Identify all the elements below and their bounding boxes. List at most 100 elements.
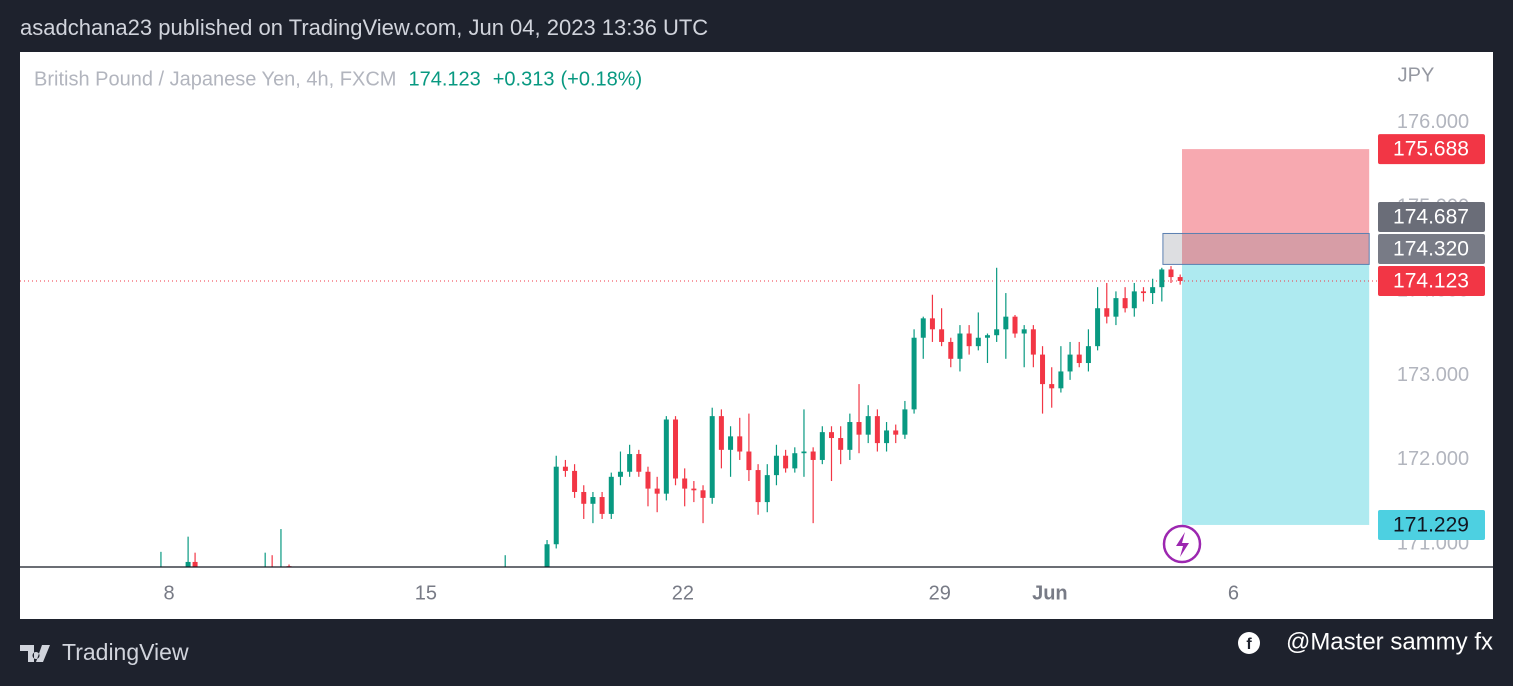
candle-body bbox=[737, 436, 743, 452]
candle-body bbox=[645, 471, 651, 489]
candle-body bbox=[590, 497, 596, 504]
tradingview-logo bbox=[20, 645, 50, 662]
x-tick-label: 15 bbox=[415, 582, 437, 604]
legend-text: +0.313 bbox=[493, 68, 555, 90]
candle-body bbox=[929, 318, 935, 330]
facebook-icon bbox=[1238, 632, 1260, 654]
candle-body bbox=[865, 416, 871, 435]
candle-body bbox=[544, 544, 550, 567]
candle-body bbox=[663, 419, 669, 494]
candle-body bbox=[1040, 354, 1046, 385]
candle-body bbox=[553, 466, 559, 545]
candle-body bbox=[1131, 291, 1137, 309]
legend-text: (+0.18%) bbox=[560, 68, 642, 90]
candle-body bbox=[884, 430, 890, 444]
candle-body bbox=[828, 432, 834, 439]
candle-body bbox=[1122, 298, 1128, 309]
candle-body bbox=[764, 475, 770, 503]
candle-body bbox=[994, 329, 1000, 336]
candle-body bbox=[1058, 371, 1064, 389]
currency-label: JPY bbox=[1398, 64, 1435, 86]
footer-brand: TradingView bbox=[62, 639, 189, 665]
candle-body bbox=[838, 438, 844, 450]
price-label-bg bbox=[1378, 134, 1485, 165]
facebook-f: f bbox=[1246, 636, 1252, 653]
entry-box bbox=[1162, 232, 1370, 265]
candle-body bbox=[1021, 329, 1027, 334]
candle-body bbox=[1104, 308, 1110, 317]
candle-body bbox=[1168, 269, 1174, 278]
candle-body bbox=[654, 488, 660, 494]
x-tick-label: 8 bbox=[163, 582, 174, 604]
candle-body bbox=[755, 470, 761, 503]
y-tick-label: 173.000 bbox=[1397, 364, 1469, 386]
price-label-bg bbox=[1378, 234, 1485, 265]
candle-body bbox=[1076, 354, 1082, 364]
event-bolt bbox=[1176, 532, 1190, 557]
price-label-bg bbox=[1378, 509, 1485, 540]
candle-body bbox=[636, 454, 642, 472]
publish-header: asadchana23 published on TradingView.com… bbox=[20, 15, 708, 40]
candle-body bbox=[975, 337, 981, 347]
candle-body bbox=[984, 335, 990, 338]
candle-body bbox=[746, 451, 752, 471]
candle-body bbox=[893, 430, 899, 435]
candle-body bbox=[783, 455, 789, 469]
candle-body bbox=[1012, 316, 1018, 334]
target-zone bbox=[1182, 264, 1370, 525]
candle-body bbox=[1140, 291, 1146, 294]
candle-body bbox=[617, 471, 623, 477]
candle-body bbox=[682, 478, 688, 489]
candle-body bbox=[957, 333, 963, 359]
logo-mark bbox=[20, 645, 50, 662]
candle-body bbox=[911, 337, 917, 410]
candle-body bbox=[966, 333, 972, 347]
candle-body bbox=[902, 409, 908, 435]
candle-body bbox=[709, 416, 715, 498]
candle-body bbox=[728, 436, 734, 450]
legend-text: 174.123 bbox=[408, 68, 480, 90]
price-label: 174.123 bbox=[1393, 270, 1469, 293]
candle-body bbox=[819, 432, 825, 460]
candle-body bbox=[608, 476, 614, 514]
candle-body bbox=[1067, 354, 1073, 372]
candle-body bbox=[718, 416, 724, 450]
chart-layer: British Pound / Japanese Yen, 4h, FXCM 17… bbox=[20, 68, 1485, 604]
stop-zone bbox=[1182, 149, 1370, 265]
candle-body bbox=[1085, 346, 1091, 364]
candle-body bbox=[1159, 269, 1165, 288]
legend-text: British Pound / Japanese Yen, 4h, FXCM bbox=[34, 68, 396, 90]
candle-body bbox=[1030, 329, 1036, 355]
price-label-bg bbox=[1378, 202, 1485, 233]
candle-body bbox=[810, 451, 816, 460]
candle-body bbox=[874, 416, 880, 444]
x-tick-label: 29 bbox=[929, 582, 951, 604]
price-label-bg bbox=[1378, 266, 1485, 297]
candle-body bbox=[192, 561, 198, 567]
y-tick-label: 176.000 bbox=[1397, 111, 1469, 133]
candle-body bbox=[847, 422, 853, 450]
candle-body bbox=[673, 419, 679, 479]
y-tick-label: 172.000 bbox=[1397, 448, 1469, 470]
candle-body bbox=[1049, 384, 1055, 389]
candle-body bbox=[572, 470, 578, 492]
price-label: 171.229 bbox=[1393, 513, 1469, 536]
candle-body bbox=[1095, 308, 1101, 347]
candle-body bbox=[599, 497, 605, 514]
candle-body bbox=[1177, 277, 1183, 282]
x-tick-label: Jun bbox=[1032, 582, 1068, 604]
price-label: 174.320 bbox=[1393, 238, 1469, 261]
candle-body bbox=[920, 318, 926, 338]
candle-body bbox=[1150, 287, 1156, 294]
x-tick-label: 6 bbox=[1228, 582, 1239, 604]
candle-body bbox=[856, 422, 862, 435]
candle-body bbox=[773, 455, 779, 476]
candle-body bbox=[948, 341, 954, 359]
candle-body bbox=[801, 451, 807, 454]
candle-body bbox=[1003, 316, 1009, 330]
candle-body bbox=[691, 488, 697, 491]
price-label: 174.687 bbox=[1393, 206, 1469, 229]
candle-body bbox=[939, 329, 945, 342]
x-tick-label: 22 bbox=[672, 582, 694, 604]
